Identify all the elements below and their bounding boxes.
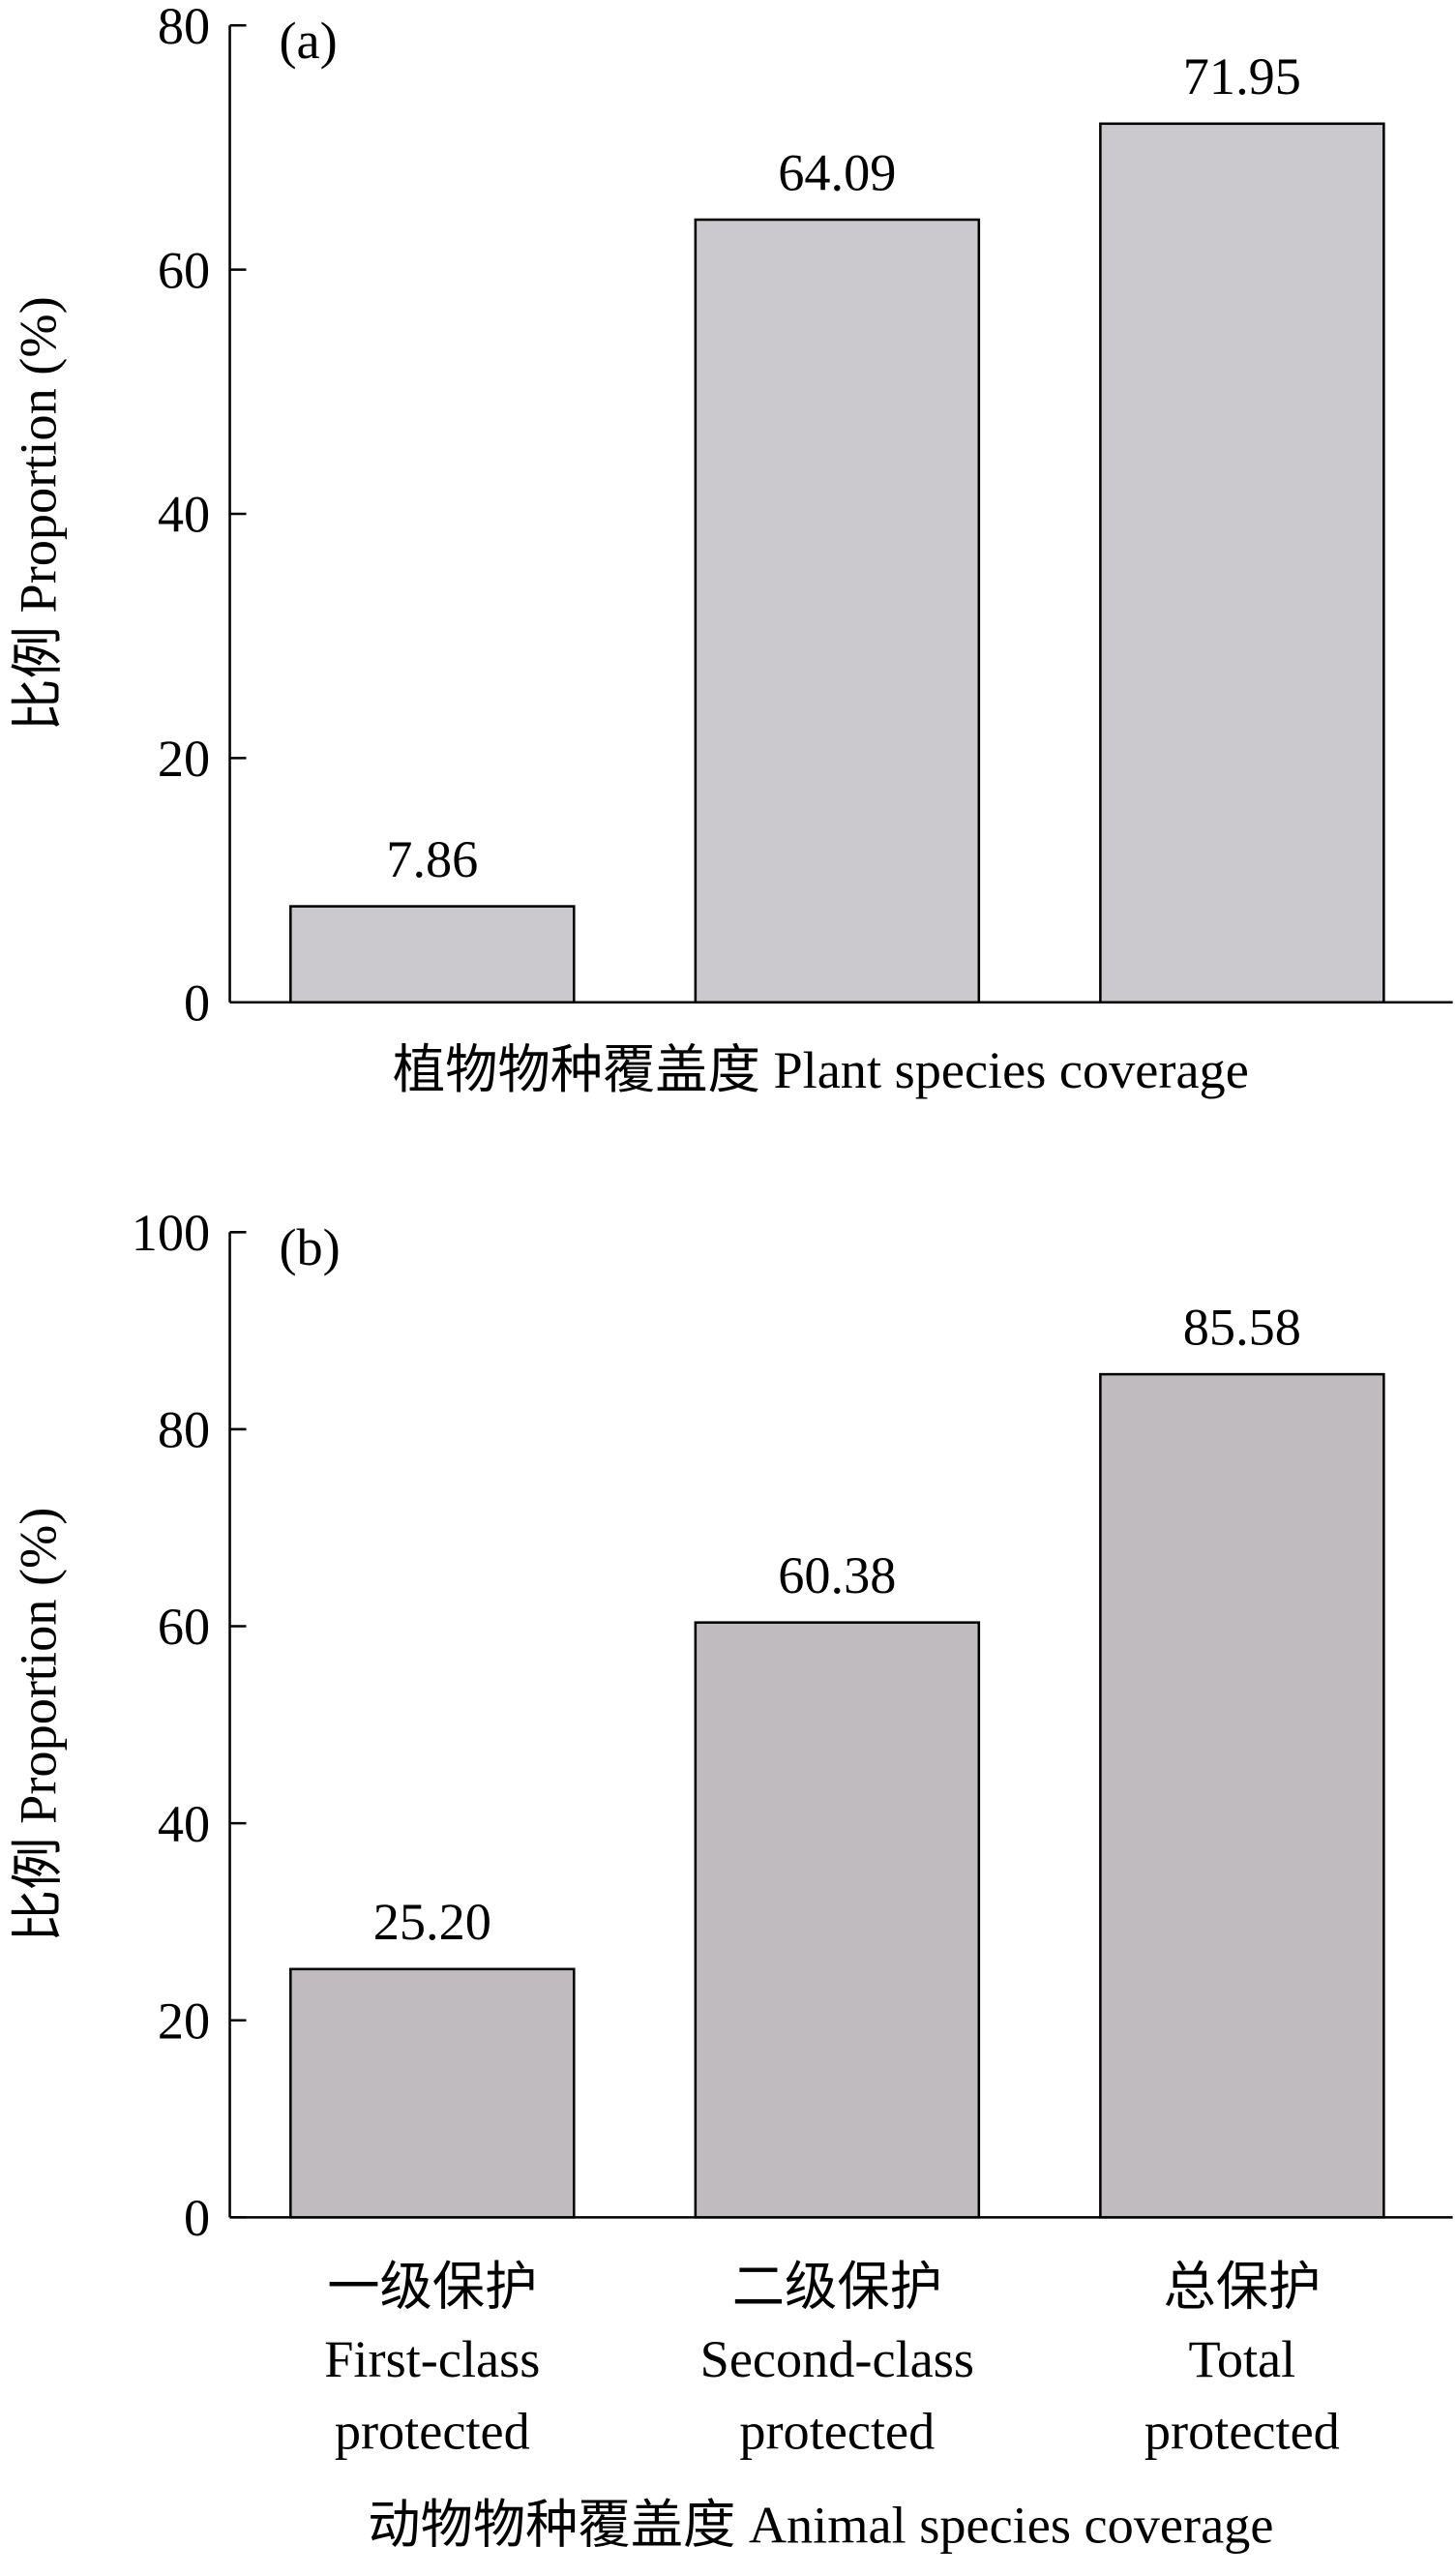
y-tick-label: 100 — [132, 1204, 210, 1262]
y-tick-label: 60 — [158, 1598, 210, 1656]
x-tick-label: 总保护 — [1163, 2258, 1321, 2316]
value-label: 60.38 — [778, 1546, 896, 1604]
y-tick-label: 60 — [158, 241, 210, 299]
x-tick-label: protected — [335, 2403, 530, 2461]
bar — [694, 1621, 981, 2219]
y-tick-label: 80 — [158, 1401, 210, 1459]
bar — [1099, 1372, 1385, 2219]
y-axis-label: 比例 Proportion (%) — [10, 296, 68, 731]
y-tick-label: 40 — [158, 486, 210, 544]
value-label: 85.58 — [1183, 1299, 1301, 1357]
x-tick-label: protected — [1144, 2403, 1340, 2461]
y-tick-label: 20 — [158, 1992, 210, 2050]
y-axis-label: 比例 Proportion (%) — [10, 1508, 68, 1942]
y-tick-label: 20 — [158, 730, 210, 788]
x-tick-label: protected — [739, 2403, 935, 2461]
x-axis-label: 动物物种覆盖度 Animal species coverage — [368, 2496, 1273, 2554]
x-tick-label: Total — [1188, 2330, 1295, 2388]
bar — [694, 218, 981, 1004]
y-tick-label: 40 — [158, 1795, 210, 1853]
bar — [1099, 122, 1385, 1004]
x-axis-label: 植物物种覆盖度 Plant species coverage — [393, 1041, 1249, 1099]
value-label: 71.95 — [1183, 47, 1301, 105]
x-tick-label: 二级保护 — [732, 2258, 942, 2316]
x-tick-label: 一级保护 — [327, 2258, 537, 2316]
bar — [289, 1967, 576, 2219]
x-tick-label: First-class — [324, 2330, 540, 2388]
panel-label: (a) — [279, 12, 337, 70]
y-tick-label: 0 — [184, 973, 210, 1032]
value-label: 7.86 — [386, 830, 478, 888]
x-tick-label: Second-class — [700, 2330, 974, 2388]
panel-label: (b) — [279, 1218, 340, 1276]
y-tick-label: 80 — [158, 0, 210, 55]
bar — [289, 905, 576, 1004]
y-tick-label: 0 — [184, 2189, 210, 2247]
value-label: 25.20 — [373, 1893, 491, 1951]
value-label: 64.09 — [778, 143, 896, 201]
